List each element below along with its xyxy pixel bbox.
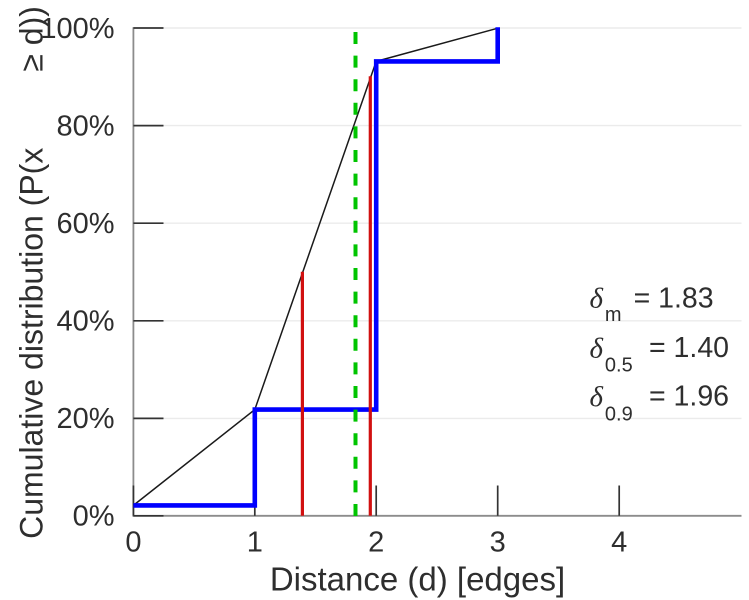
svg-text:0%: 0% (73, 501, 115, 533)
svg-text:0: 0 (125, 527, 141, 559)
svg-text:δ: δ (590, 333, 604, 365)
svg-text:80%: 80% (56, 110, 114, 142)
svg-text:2: 2 (368, 527, 384, 559)
svg-text:= 1.96: = 1.96 (649, 381, 729, 413)
svg-text:δ: δ (590, 283, 604, 315)
svg-text:60%: 60% (56, 208, 114, 240)
svg-text:4: 4 (611, 527, 627, 559)
svg-text:Distance (d) [edges]: Distance (d) [edges] (270, 561, 565, 598)
svg-text:= 1.83: = 1.83 (634, 283, 714, 315)
svg-text:100%: 100% (40, 13, 114, 45)
svg-text:20%: 20% (56, 403, 114, 435)
svg-text:0.9: 0.9 (605, 404, 633, 426)
svg-text:= 1.40: = 1.40 (649, 332, 729, 364)
svg-text:Cumulative distribution (P(x≥: Cumulative distribution (P(x≥ d)) (14, 6, 50, 539)
svg-text:0.5: 0.5 (605, 355, 633, 377)
svg-text:40%: 40% (56, 306, 114, 338)
svg-text:1: 1 (247, 527, 263, 559)
svg-text:m: m (605, 304, 622, 326)
svg-text:3: 3 (490, 527, 506, 559)
svg-text:δ: δ (590, 381, 604, 413)
